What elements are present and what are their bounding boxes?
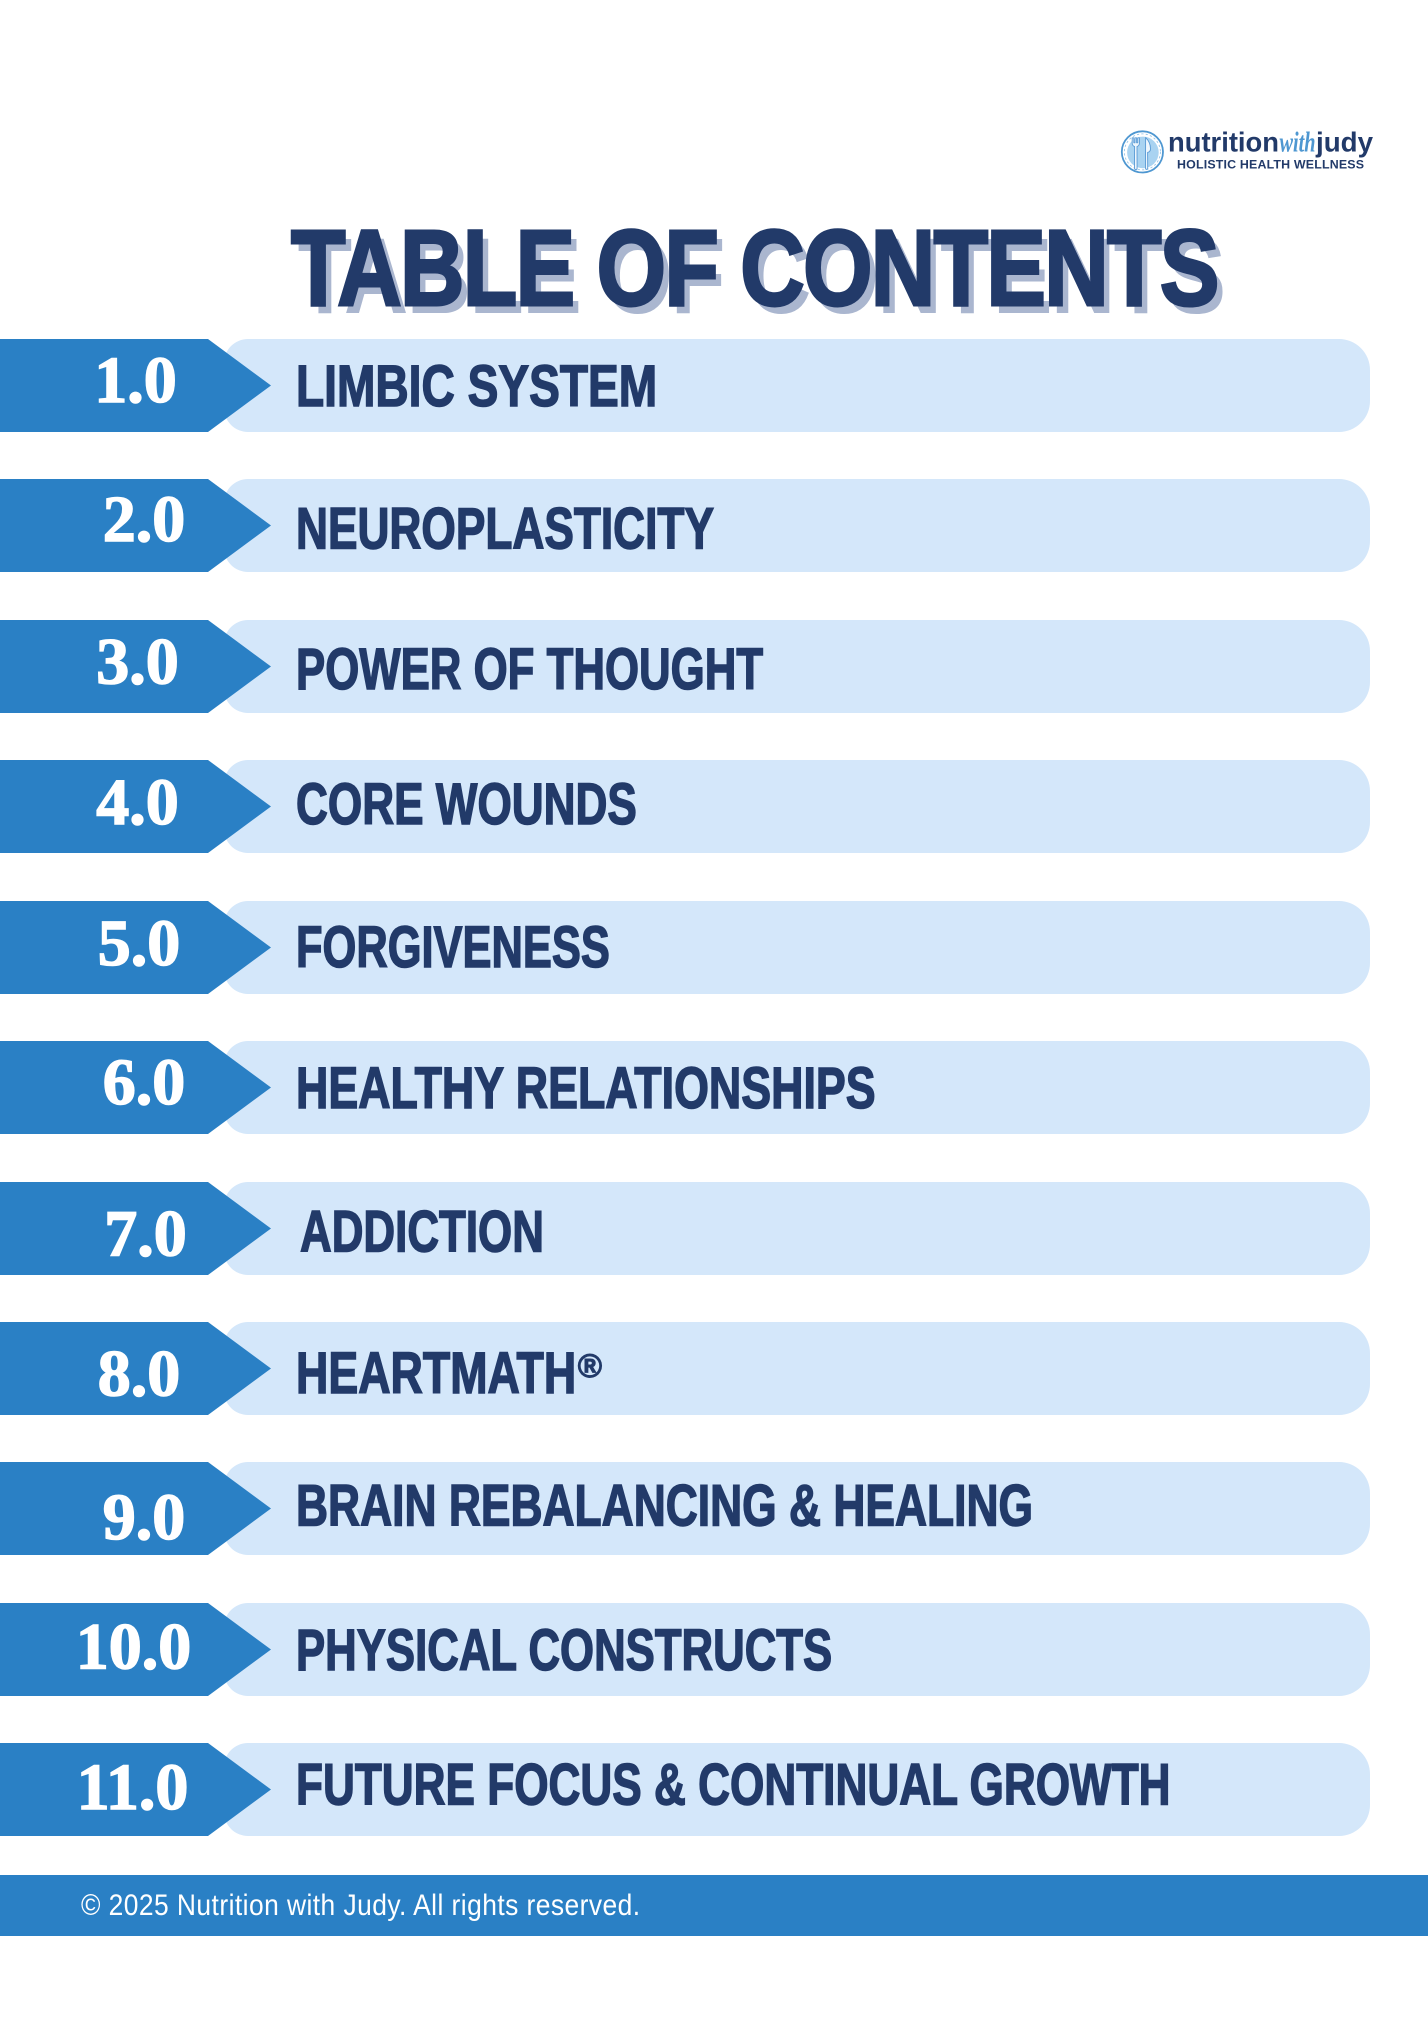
svg-text:judy: judy (1315, 127, 1373, 158)
svg-text:with: with (1280, 127, 1316, 159)
svg-text:nutrition: nutrition (1168, 127, 1279, 158)
svg-text:HOLISTIC HEALTH WELLNESS: HOLISTIC HEALTH WELLNESS (1177, 157, 1364, 171)
